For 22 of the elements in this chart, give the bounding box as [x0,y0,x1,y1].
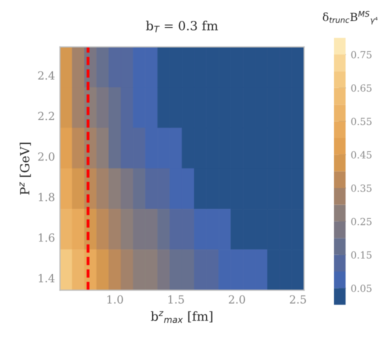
x-tick-label: 1.0 [107,295,123,304]
color-bar-label: 0.35 [351,184,372,192]
color-bar-label: 0.65 [351,84,372,92]
color-bar-label: 0.55 [351,118,372,126]
y-tick-label: 2.2 [38,112,54,120]
y-tick-label: 1.6 [38,233,54,242]
y-tick-label: 2.0 [38,152,54,161]
x-axis-title: b$^{z}$$_{max}$ [fm] [150,311,212,323]
color-bar-label: 0.45 [351,151,372,158]
chart-title: b$_{T}$ = 0.3 fm [146,20,218,32]
x-tick-label: 2.5 [290,295,306,304]
y-axis-title: P$^{z}$ [GeV] [20,142,31,195]
y-tick-label: 1.4 [38,274,55,282]
y-tick-label: 2.4 [38,71,55,80]
color-bar-title: δ$_{trunc}$B$^{MS}$$_{γ⁴}$ [322,10,378,24]
color-bar-label: 0.25 [351,218,372,226]
x-tick-label: 2.0 [228,295,246,304]
x-tick-label: 1.5 [168,295,184,304]
color-bar-label: 0.75 [351,50,372,58]
color-bar-label: 0.15 [351,251,372,259]
y-tick-label: 1.8 [38,192,54,202]
color-bar-label: 0.05 [351,284,372,292]
